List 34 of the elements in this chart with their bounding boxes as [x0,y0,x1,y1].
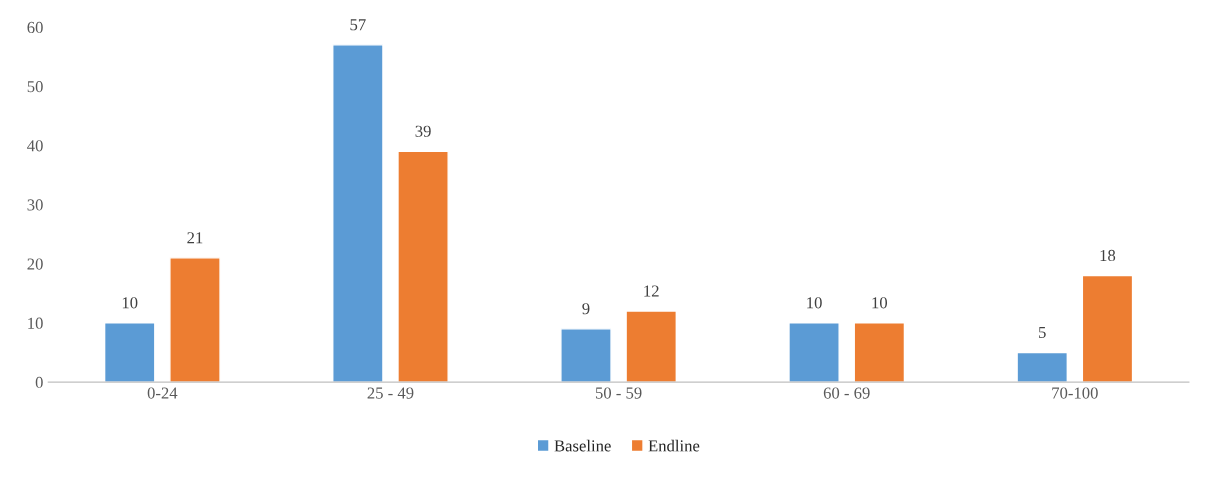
x-tick-label: 0-24 [147,387,178,399]
x-tick-label: 60 - 69 [823,387,870,399]
bar [169,257,221,383]
y-tick-label: 20 [27,258,43,270]
legend-label: Baseline [554,439,611,452]
data-label: 10 [807,297,822,309]
bar [1081,274,1134,383]
legend-label: Endline [648,439,700,452]
data-label: 9 [582,303,590,315]
bar [1016,351,1069,383]
data-label: 10 [872,297,888,309]
data-label: 57 [350,19,366,31]
x-tick-label: 50 - 59 [595,387,642,399]
data-label: 21 [187,232,203,244]
y-tick-label: 10 [28,317,43,329]
data-label: 12 [644,285,659,297]
bar [625,310,677,383]
bar [560,328,612,383]
bar [397,150,449,383]
bar [332,44,384,383]
y-tick-label: 60 [27,21,43,34]
x-tick-label: 25 - 49 [367,387,414,399]
bar [788,322,840,383]
data-label: 39 [415,125,431,137]
bar [103,322,156,383]
data-label: 18 [1100,249,1116,262]
bar [853,322,906,383]
y-tick-label: 50 [27,80,43,93]
y-tick-label: 0 [35,376,43,389]
x-tick-label: 70-100 [1052,387,1098,399]
y-tick-label: 40 [27,140,43,152]
y-tick-label: 30 [27,199,43,211]
data-label: 5 [1039,326,1046,338]
data-label: 10 [122,297,138,309]
